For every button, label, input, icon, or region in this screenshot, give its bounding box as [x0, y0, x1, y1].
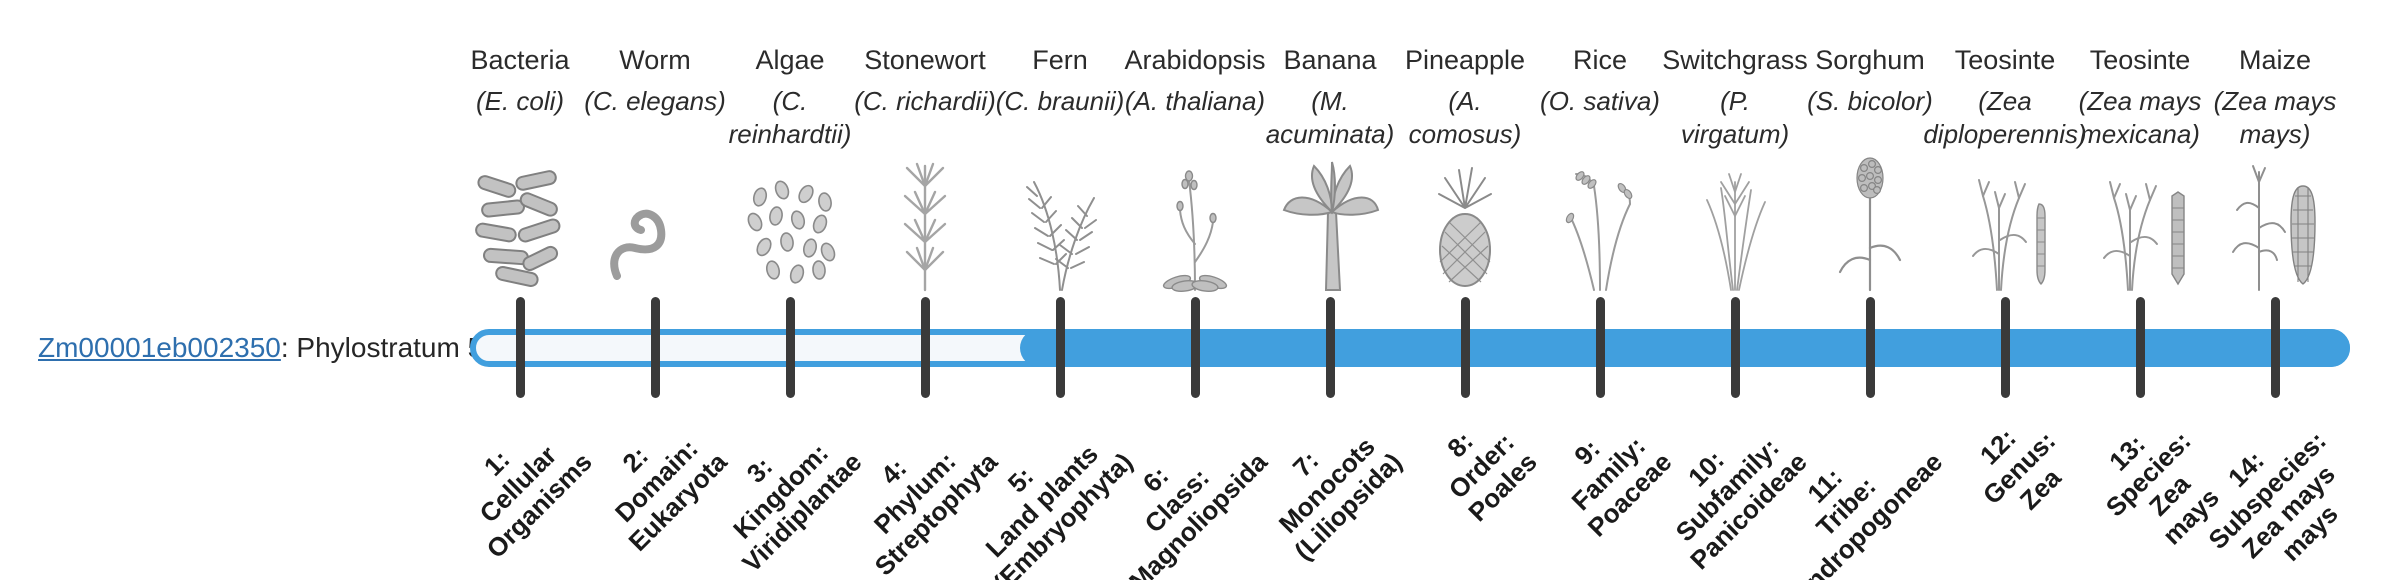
phylostratum-label: 14: Subspecies: Zea mays mays	[2182, 405, 2375, 580]
organism-common-name: Bacteria	[470, 45, 570, 75]
scientific-name-line: (C.	[772, 86, 808, 116]
arabidopsis-icon	[1105, 145, 1285, 292]
phylostratum-label: 1: Cellular Organisms	[439, 405, 598, 564]
organism-scientific-name: (Zea mays mays)	[2185, 85, 2365, 150]
gene-label: Zm00001eb002350: Phylostratum 5	[38, 332, 483, 364]
scientific-name-line: acuminata)	[1265, 118, 1395, 149]
scientific-name-line: (C. elegans)	[584, 86, 726, 116]
organism-scientific-name: (Zea mays mexicana)	[2050, 85, 2230, 150]
phylostratum-tick	[650, 297, 660, 398]
teosinte-ear-icon	[2050, 145, 2230, 292]
scientific-name-line: (P.	[1720, 86, 1750, 116]
organism-common-name: Fern	[1032, 45, 1088, 75]
fern-icon	[970, 145, 1150, 292]
organism-scientific-name: (C. elegans)	[565, 85, 745, 118]
phylostratum-tick	[785, 297, 795, 398]
scientific-name-line: (C. richardii)	[854, 86, 996, 116]
teosinte-icon	[1915, 145, 2095, 292]
phylostratum-tick	[1325, 297, 1335, 398]
organism-scientific-name: (C. reinhardtii)	[700, 85, 880, 150]
sorghum-icon	[1780, 145, 1960, 292]
scientific-name-line: mexicana)	[2080, 118, 2200, 149]
organism-scientific-name: (E. coli)	[430, 85, 610, 118]
phylostratum-label: 3: Kingdom: Viridiplantae	[695, 405, 868, 578]
gene-phylostratum-text: : Phylostratum 5	[280, 332, 484, 363]
scientific-name-line: mays)	[2239, 118, 2311, 149]
phylostratum-tick	[920, 297, 930, 398]
organism-common-name: Switchgrass	[1662, 45, 1808, 75]
organism-common-name: Stonewort	[864, 45, 986, 75]
phylostratum-label: 7: Monocots (Liliopsida)	[1247, 405, 1408, 566]
scientific-name-line: (S. bicolor)	[1807, 86, 1933, 116]
switchgrass-icon	[1645, 145, 1825, 292]
worm-icon	[565, 145, 745, 292]
organism-common-name: Banana	[1283, 45, 1377, 75]
organism-scientific-name: (A. comosus)	[1375, 85, 1555, 150]
scientific-name-line: (Zea mays	[2213, 86, 2337, 116]
phylostratum-tick	[1190, 297, 1200, 398]
organism-common-name: Pineapple	[1404, 45, 1526, 75]
phylostratum-tick	[1865, 297, 1875, 398]
scientific-name-line: (A. thaliana)	[1124, 86, 1266, 116]
organism-common-name: Algae	[755, 45, 825, 75]
organism-common-name: Maize	[2238, 45, 2312, 75]
phylostratum-tick	[1055, 297, 1065, 398]
organism-common-name: Arabidopsis	[1124, 45, 1266, 75]
organism-scientific-name: (P. virgatum)	[1645, 85, 1825, 150]
phylostratum-tick	[2000, 297, 2010, 398]
scientific-name-line: (Zea mays	[2078, 86, 2202, 116]
phylostratum-label: 2: Domain: Eukaryota	[581, 405, 733, 557]
scientific-name-line: (A.	[1448, 86, 1482, 116]
scientific-name-line: (E. coli)	[475, 86, 565, 116]
organism-scientific-name: (C. richardii)	[835, 85, 1015, 118]
phylostratum-label: 8: Order: Poales	[1421, 405, 1544, 528]
phylostratum-tick	[2270, 297, 2280, 398]
gene-id-link[interactable]: Zm00001eb002350	[38, 332, 281, 363]
pineapple-icon	[1375, 145, 1555, 292]
organism-scientific-name: (C. braunii)	[970, 85, 1150, 118]
organism-scientific-name: (A. thaliana)	[1105, 85, 1285, 118]
maize-icon	[2185, 145, 2365, 292]
phylostratum-tick	[2135, 297, 2145, 398]
phylostratum-tick	[515, 297, 525, 398]
phylostratum-tick	[1460, 297, 1470, 398]
organism-scientific-name: (Zea diploperennis)	[1915, 85, 2095, 150]
scientific-name-line: reinhardtii)	[728, 118, 852, 149]
organism-common-name: Sorghum	[1815, 45, 1925, 75]
scientific-name-line: (M.	[1311, 86, 1349, 116]
bacteria-icon	[430, 145, 610, 292]
rice-icon	[1510, 145, 1690, 292]
organism-scientific-name: (M. acuminata)	[1240, 85, 1420, 150]
phylostratum-tick	[1730, 297, 1740, 398]
organism-scientific-name: (S. bicolor)	[1780, 85, 1960, 118]
organism-common-name: Worm	[619, 45, 691, 75]
organism-common-name: Rice	[1572, 45, 1627, 75]
algae-icon	[700, 145, 880, 292]
banana-icon	[1240, 145, 1420, 292]
organism-common-name: Teosinte	[2089, 45, 2191, 75]
scientific-name-line: virgatum)	[1680, 118, 1790, 149]
timeline-fill	[1020, 329, 2350, 367]
scientific-name-line: (Zea	[1978, 86, 2032, 116]
stonewort-icon	[835, 145, 1015, 292]
phylostratum-tick	[1595, 297, 1605, 398]
phylostratum-label: 12: Genus: Zea	[1957, 405, 2084, 532]
organism-common-name: Teosinte	[1954, 45, 2056, 75]
organism-scientific-name: (O. sativa)	[1510, 85, 1690, 118]
scientific-name-line: (C. braunii)	[995, 86, 1125, 116]
scientific-name-line: (O. sativa)	[1540, 86, 1660, 116]
scientific-name-line: diploperennis)	[1923, 118, 2087, 149]
scientific-name-line: comosus)	[1408, 118, 1522, 149]
